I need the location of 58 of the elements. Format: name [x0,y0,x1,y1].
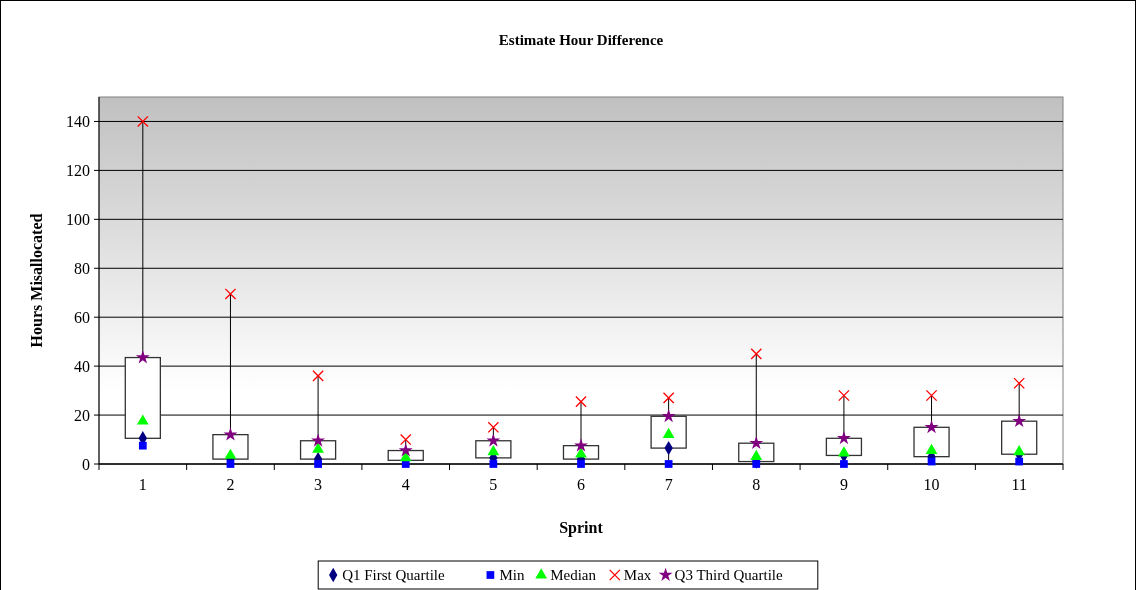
y-tick-label: 40 [74,357,90,375]
x-tick-label: 2 [226,476,235,493]
point [487,421,500,434]
y-tick-label: 100 [66,210,90,228]
chart-title: Estimate Hour Difference [498,32,664,48]
y-tick-label: 140 [66,113,90,131]
x-tick-label: 4 [401,476,410,493]
point [224,288,237,300]
point [136,414,149,425]
point [924,419,939,434]
x-tick-label: 5 [489,476,498,493]
point [836,431,851,445]
y-tick-label: 60 [74,308,90,326]
legend-label: Min [499,567,525,584]
point [226,460,235,468]
x-tick-label: 8 [752,476,761,493]
x-tick-label: 6 [577,476,585,493]
point [223,427,238,441]
x-tick-label: 9 [839,476,848,493]
legend-label: Max [623,567,652,584]
point [137,115,149,128]
point [1015,457,1024,466]
point [138,441,147,450]
y-axis-title: Hours Misallocated [28,213,45,348]
y-tick-label: 120 [66,162,90,179]
point [575,395,587,408]
x-axis-title: Sprint [559,519,604,537]
point [661,408,676,423]
point [135,350,150,364]
x-tick-label: 11 [1011,476,1027,493]
legend-label: Q3 Third Quartile [674,567,783,584]
point [1013,377,1025,390]
legend-label: Q1 First Quartile [342,567,446,584]
point [1012,413,1027,428]
point [750,348,763,360]
point [838,389,850,402]
point [312,370,324,382]
point [398,443,413,457]
point [840,460,848,468]
point [752,460,761,468]
point [311,433,326,447]
point [664,460,673,468]
point [749,435,764,450]
point [662,392,675,404]
x-tick-label: 3 [314,476,323,493]
point [574,438,588,452]
legend-label: Median [550,567,597,584]
point [489,460,498,468]
x-tick-label: 1 [138,476,147,493]
y-tick-label: 80 [74,259,90,277]
point [399,433,412,446]
x-tick-label: 10 [923,476,940,493]
y-tick-label: 0 [82,455,90,473]
point [1013,444,1026,456]
point [925,389,938,402]
y-tick-label: 20 [74,406,90,424]
x-tick-label: 7 [664,476,673,493]
point [486,433,501,447]
